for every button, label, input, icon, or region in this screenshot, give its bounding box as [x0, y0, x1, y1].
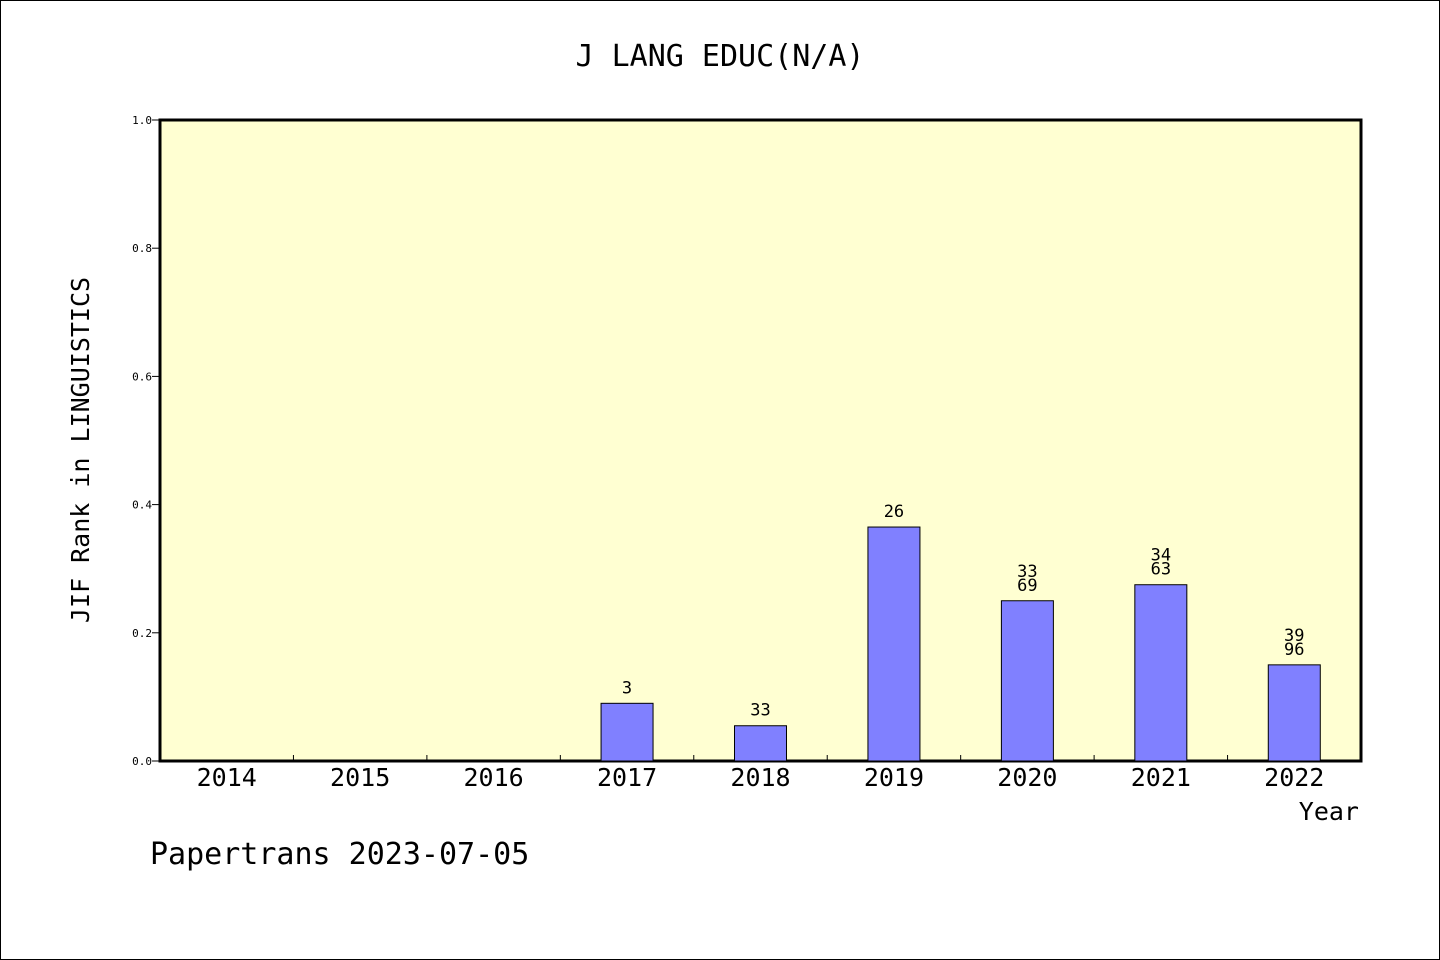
bar-value-label: 39: [1284, 626, 1304, 646]
y-tick-label: 0.2: [132, 627, 152, 640]
x-tick-label: 2020: [997, 763, 1057, 792]
bar-value-label: 69: [1017, 576, 1037, 596]
x-tick-label: 2014: [197, 763, 257, 792]
y-axis-label: JIF Rank in LINGUISTICS: [66, 277, 95, 623]
y-tick-label: 0.6: [132, 370, 152, 383]
y-axis: 0.0 0.2 0.4 0.6 0.8 1.0: [132, 114, 160, 768]
bar: [1134, 584, 1188, 762]
x-tick-label: 2021: [1131, 763, 1191, 792]
bar: [734, 725, 787, 762]
bar: [1000, 600, 1054, 762]
bar: [867, 526, 921, 762]
x-tick-label: 2016: [464, 763, 524, 792]
x-axis-label: Year: [1299, 797, 1359, 826]
bar: [1267, 664, 1321, 762]
y-tick-label: 0.0: [132, 755, 152, 768]
x-tick-label: 2017: [597, 763, 657, 792]
bar-value-label: 34: [1151, 546, 1171, 566]
y-tick-label: 1.0: [132, 114, 152, 127]
x-tick-label: 2015: [330, 763, 390, 792]
x-tick-label: 2018: [730, 763, 790, 792]
bar-series: [600, 526, 1321, 762]
bar-value-label: 26: [884, 502, 904, 522]
bar-value-label: 96: [1284, 640, 1304, 660]
bar-value-label: 63: [1151, 560, 1171, 580]
bar: [600, 702, 654, 762]
footer-watermark: Papertrans 2023-07-05: [150, 837, 529, 872]
y-tick-label: 0.8: [132, 242, 152, 255]
chart-title: J LANG EDUC(N/A): [576, 39, 865, 74]
y-tick-label: 0.4: [132, 499, 152, 512]
bar-value-label: 33: [1017, 562, 1037, 582]
bar-value-label: 33: [750, 701, 770, 721]
bar-value-label: 3: [622, 678, 632, 698]
x-axis: 2014 2015 2016 2017 2018 2019 2020 2021 2022: [197, 755, 1324, 792]
x-tick-label: 2022: [1264, 763, 1324, 792]
x-tick-label: 2019: [864, 763, 924, 792]
